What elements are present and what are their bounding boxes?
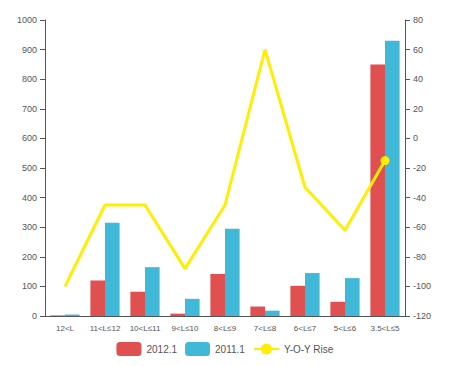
svg-text:2011.1: 2011.1 — [215, 344, 245, 355]
svg-text:5<L≤6: 5<L≤6 — [334, 324, 357, 333]
svg-text:Y-O-Y Rise: Y-O-Y Rise — [284, 344, 334, 355]
svg-text:11<L≤12: 11<L≤12 — [90, 324, 121, 333]
svg-text:800: 800 — [22, 74, 37, 84]
svg-text:500: 500 — [22, 163, 37, 173]
svg-text:12<L: 12<L — [56, 324, 75, 333]
svg-text:6<L≤7: 6<L≤7 — [294, 324, 317, 333]
svg-text:1000: 1000 — [17, 15, 37, 25]
svg-text:60: 60 — [413, 45, 423, 55]
svg-text:40: 40 — [413, 74, 423, 84]
svg-text:-60: -60 — [413, 222, 426, 232]
svg-text:-120: -120 — [413, 311, 431, 321]
svg-text:0: 0 — [32, 311, 37, 321]
svg-text:0: 0 — [413, 133, 418, 143]
svg-text:-40: -40 — [413, 193, 426, 203]
svg-text:900: 900 — [22, 45, 37, 55]
svg-text:20: 20 — [413, 104, 423, 114]
svg-text:2012.1: 2012.1 — [146, 344, 177, 355]
svg-text:9<L≤10: 9<L≤10 — [172, 324, 199, 333]
svg-text:100: 100 — [22, 281, 37, 291]
svg-text:80: 80 — [413, 15, 423, 25]
svg-text:8<L≤9: 8<L≤9 — [214, 324, 237, 333]
svg-text:3.5<L≤5: 3.5<L≤5 — [370, 324, 400, 333]
svg-text:300: 300 — [22, 222, 37, 232]
svg-text:7<L≤8: 7<L≤8 — [254, 324, 277, 333]
svg-text:700: 700 — [22, 104, 37, 114]
svg-text:-100: -100 — [413, 281, 431, 291]
svg-text:10<L≤11: 10<L≤11 — [130, 324, 161, 333]
svg-text:400: 400 — [22, 193, 37, 203]
svg-text:200: 200 — [22, 252, 37, 262]
svg-text:-20: -20 — [413, 163, 426, 173]
svg-text:600: 600 — [22, 133, 37, 143]
svg-text:-80: -80 — [413, 252, 426, 262]
